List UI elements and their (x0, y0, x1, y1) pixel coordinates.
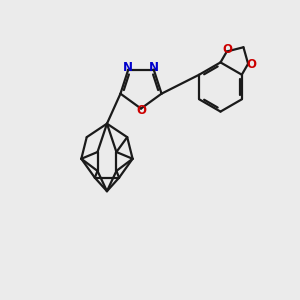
Text: O: O (136, 104, 146, 118)
Text: O: O (223, 43, 233, 56)
Text: N: N (149, 61, 159, 74)
Text: N: N (123, 61, 133, 74)
Text: O: O (247, 58, 257, 71)
